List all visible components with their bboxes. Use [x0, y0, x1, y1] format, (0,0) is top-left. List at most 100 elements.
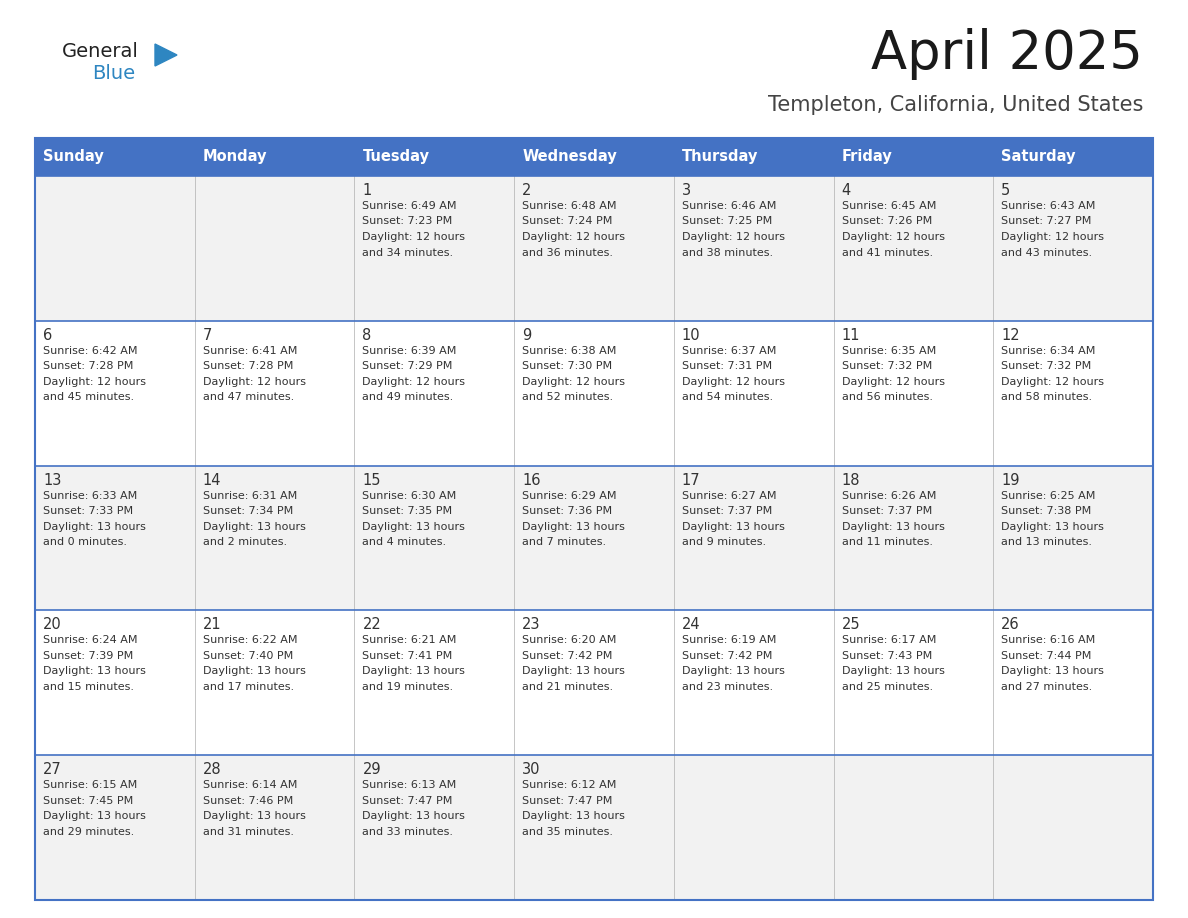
- Text: Sunset: 7:30 PM: Sunset: 7:30 PM: [523, 362, 612, 371]
- Text: Sunset: 7:29 PM: Sunset: 7:29 PM: [362, 362, 453, 371]
- Text: 23: 23: [523, 618, 541, 633]
- Text: 28: 28: [203, 762, 221, 778]
- Text: Monday: Monday: [203, 150, 267, 164]
- Text: Sunrise: 6:19 AM: Sunrise: 6:19 AM: [682, 635, 776, 645]
- Text: Sunset: 7:36 PM: Sunset: 7:36 PM: [523, 506, 612, 516]
- Text: 1: 1: [362, 183, 372, 198]
- Text: Daylight: 12 hours: Daylight: 12 hours: [362, 376, 466, 386]
- Bar: [34, 320, 1154, 465]
- Text: 16: 16: [523, 473, 541, 487]
- Text: Daylight: 12 hours: Daylight: 12 hours: [841, 232, 944, 242]
- Text: 29: 29: [362, 762, 381, 778]
- Text: Friday: Friday: [841, 150, 892, 164]
- Text: Saturday: Saturday: [1001, 150, 1076, 164]
- Text: 12: 12: [1001, 328, 1020, 342]
- Text: Sunrise: 6:20 AM: Sunrise: 6:20 AM: [523, 635, 617, 645]
- Text: Sunrise: 6:46 AM: Sunrise: 6:46 AM: [682, 201, 776, 211]
- Text: Sunset: 7:28 PM: Sunset: 7:28 PM: [43, 362, 133, 371]
- Text: Sunset: 7:45 PM: Sunset: 7:45 PM: [43, 796, 133, 806]
- Text: April 2025: April 2025: [871, 28, 1143, 80]
- Text: General: General: [62, 42, 139, 61]
- Text: Sunrise: 6:38 AM: Sunrise: 6:38 AM: [523, 346, 617, 356]
- Text: Tuesday: Tuesday: [362, 150, 429, 164]
- Text: Sunrise: 6:24 AM: Sunrise: 6:24 AM: [43, 635, 138, 645]
- Text: and 56 minutes.: and 56 minutes.: [841, 392, 933, 402]
- Text: Daylight: 12 hours: Daylight: 12 hours: [203, 376, 305, 386]
- Text: Sunrise: 6:43 AM: Sunrise: 6:43 AM: [1001, 201, 1095, 211]
- Text: Daylight: 12 hours: Daylight: 12 hours: [523, 376, 625, 386]
- Text: 21: 21: [203, 618, 221, 633]
- Bar: [34, 138, 1154, 900]
- Text: Daylight: 12 hours: Daylight: 12 hours: [523, 232, 625, 242]
- Text: and 45 minutes.: and 45 minutes.: [43, 392, 134, 402]
- Text: Daylight: 12 hours: Daylight: 12 hours: [362, 232, 466, 242]
- Text: 4: 4: [841, 183, 851, 198]
- Text: and 29 minutes.: and 29 minutes.: [43, 827, 134, 836]
- Text: Daylight: 12 hours: Daylight: 12 hours: [682, 232, 785, 242]
- Bar: [34, 756, 1154, 900]
- Text: Sunrise: 6:35 AM: Sunrise: 6:35 AM: [841, 346, 936, 356]
- Text: Sunrise: 6:12 AM: Sunrise: 6:12 AM: [523, 780, 617, 790]
- Text: Sunset: 7:43 PM: Sunset: 7:43 PM: [841, 651, 931, 661]
- Text: Daylight: 12 hours: Daylight: 12 hours: [43, 376, 146, 386]
- Text: Sunset: 7:33 PM: Sunset: 7:33 PM: [43, 506, 133, 516]
- Text: Sunrise: 6:15 AM: Sunrise: 6:15 AM: [43, 780, 138, 790]
- Text: and 23 minutes.: and 23 minutes.: [682, 682, 773, 692]
- Text: and 49 minutes.: and 49 minutes.: [362, 392, 454, 402]
- Text: Daylight: 12 hours: Daylight: 12 hours: [1001, 376, 1105, 386]
- Text: Daylight: 13 hours: Daylight: 13 hours: [523, 521, 625, 532]
- Text: Daylight: 13 hours: Daylight: 13 hours: [203, 812, 305, 822]
- Text: Sunrise: 6:16 AM: Sunrise: 6:16 AM: [1001, 635, 1095, 645]
- Text: Sunrise: 6:45 AM: Sunrise: 6:45 AM: [841, 201, 936, 211]
- Text: 27: 27: [43, 762, 62, 778]
- Text: 5: 5: [1001, 183, 1011, 198]
- Text: Sunrise: 6:27 AM: Sunrise: 6:27 AM: [682, 490, 776, 500]
- Text: Daylight: 13 hours: Daylight: 13 hours: [523, 666, 625, 677]
- Text: Daylight: 13 hours: Daylight: 13 hours: [43, 812, 146, 822]
- Text: Sunset: 7:27 PM: Sunset: 7:27 PM: [1001, 217, 1092, 227]
- Text: Sunset: 7:32 PM: Sunset: 7:32 PM: [841, 362, 931, 371]
- Text: 6: 6: [43, 328, 52, 342]
- Text: Daylight: 12 hours: Daylight: 12 hours: [1001, 232, 1105, 242]
- Text: Sunset: 7:32 PM: Sunset: 7:32 PM: [1001, 362, 1092, 371]
- Text: Sunrise: 6:13 AM: Sunrise: 6:13 AM: [362, 780, 456, 790]
- Bar: [34, 465, 1154, 610]
- Text: 10: 10: [682, 328, 701, 342]
- Text: Sunrise: 6:41 AM: Sunrise: 6:41 AM: [203, 346, 297, 356]
- Text: Daylight: 13 hours: Daylight: 13 hours: [43, 666, 146, 677]
- Text: Sunrise: 6:14 AM: Sunrise: 6:14 AM: [203, 780, 297, 790]
- Text: Sunrise: 6:49 AM: Sunrise: 6:49 AM: [362, 201, 457, 211]
- Text: Sunrise: 6:25 AM: Sunrise: 6:25 AM: [1001, 490, 1095, 500]
- Text: and 9 minutes.: and 9 minutes.: [682, 537, 766, 547]
- Text: Wednesday: Wednesday: [523, 150, 617, 164]
- Text: Sunset: 7:31 PM: Sunset: 7:31 PM: [682, 362, 772, 371]
- Text: Blue: Blue: [91, 64, 135, 83]
- Text: 3: 3: [682, 183, 691, 198]
- Text: Sunset: 7:39 PM: Sunset: 7:39 PM: [43, 651, 133, 661]
- Text: Sunrise: 6:30 AM: Sunrise: 6:30 AM: [362, 490, 456, 500]
- Text: Sunrise: 6:37 AM: Sunrise: 6:37 AM: [682, 346, 776, 356]
- Text: Sunrise: 6:21 AM: Sunrise: 6:21 AM: [362, 635, 457, 645]
- Text: Sunrise: 6:39 AM: Sunrise: 6:39 AM: [362, 346, 457, 356]
- Text: 15: 15: [362, 473, 381, 487]
- Text: Daylight: 13 hours: Daylight: 13 hours: [841, 521, 944, 532]
- Text: Sunrise: 6:29 AM: Sunrise: 6:29 AM: [523, 490, 617, 500]
- Text: 20: 20: [43, 618, 62, 633]
- Text: Sunset: 7:25 PM: Sunset: 7:25 PM: [682, 217, 772, 227]
- Text: and 19 minutes.: and 19 minutes.: [362, 682, 454, 692]
- Text: Sunrise: 6:17 AM: Sunrise: 6:17 AM: [841, 635, 936, 645]
- Text: and 58 minutes.: and 58 minutes.: [1001, 392, 1093, 402]
- Polygon shape: [154, 44, 177, 66]
- Text: Sunset: 7:42 PM: Sunset: 7:42 PM: [682, 651, 772, 661]
- Bar: [34, 138, 1154, 176]
- Text: 24: 24: [682, 618, 701, 633]
- Text: Daylight: 13 hours: Daylight: 13 hours: [682, 521, 785, 532]
- Text: and 47 minutes.: and 47 minutes.: [203, 392, 293, 402]
- Text: Sunset: 7:42 PM: Sunset: 7:42 PM: [523, 651, 613, 661]
- Text: Sunset: 7:46 PM: Sunset: 7:46 PM: [203, 796, 293, 806]
- Text: 2: 2: [523, 183, 531, 198]
- Text: Daylight: 12 hours: Daylight: 12 hours: [841, 376, 944, 386]
- Text: Sunset: 7:40 PM: Sunset: 7:40 PM: [203, 651, 293, 661]
- Text: 17: 17: [682, 473, 701, 487]
- Text: and 15 minutes.: and 15 minutes.: [43, 682, 134, 692]
